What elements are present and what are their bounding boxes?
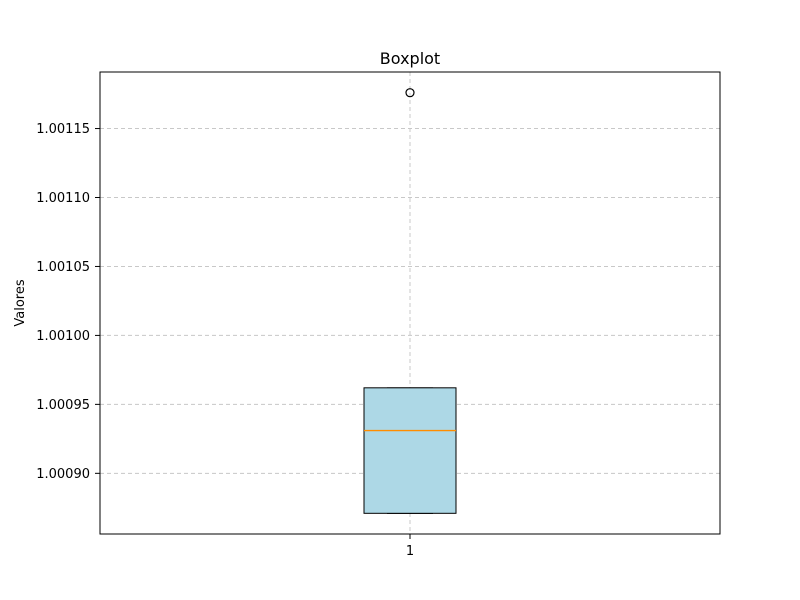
plot-layer xyxy=(363,88,457,514)
y-tick-label: 1.00115 xyxy=(36,122,90,137)
axis-layer: 1.00090 1.00095 1.00100 1.00105 1.00110 1.001… xyxy=(36,122,414,559)
y-tick-label: 1.00105 xyxy=(36,260,90,275)
y-tick-label: 1.00100 xyxy=(36,329,90,344)
chart-title: Boxplot xyxy=(380,49,440,68)
plot-frame xyxy=(99,71,721,535)
iqr-box xyxy=(363,387,457,514)
y-tick-label: 1.00095 xyxy=(36,398,90,413)
y-tick-label: 1.00110 xyxy=(36,191,90,206)
y-tick-label: 1.00090 xyxy=(36,467,90,482)
outlier-point xyxy=(405,88,415,98)
x-tick-label: 1 xyxy=(406,544,414,559)
y-axis-label: Valores xyxy=(13,279,28,326)
